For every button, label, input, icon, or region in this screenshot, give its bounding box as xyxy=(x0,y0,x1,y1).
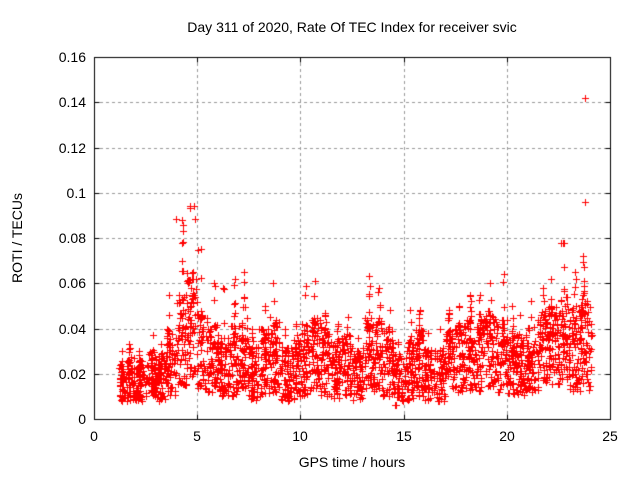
y-tick-label: 0.02 xyxy=(58,366,86,382)
x-tick-label: 10 xyxy=(292,428,308,444)
x-tick-label: 20 xyxy=(499,428,515,444)
y-tick-label: 0 xyxy=(78,411,86,427)
y-tick-label: 0.1 xyxy=(66,185,86,201)
y-tick-label: 0.12 xyxy=(58,140,86,156)
y-tick-label: 0.04 xyxy=(58,321,86,337)
y-axis-label: ROTI / TECUs xyxy=(9,193,25,283)
y-tick-label: 0.16 xyxy=(58,49,86,65)
y-tick-label: 0.06 xyxy=(58,275,86,291)
x-tick-label: 5 xyxy=(193,428,201,444)
x-tick-label: 25 xyxy=(602,428,618,444)
x-tick-label: 15 xyxy=(396,428,412,444)
chart-title: Day 311 of 2020, Rate Of TEC Index for r… xyxy=(187,19,517,35)
x-tick-label: 0 xyxy=(90,428,98,444)
x-axis-label: GPS time / hours xyxy=(298,454,406,470)
y-tick-label: 0.08 xyxy=(58,230,86,246)
y-tick-label: 0.14 xyxy=(58,94,86,110)
